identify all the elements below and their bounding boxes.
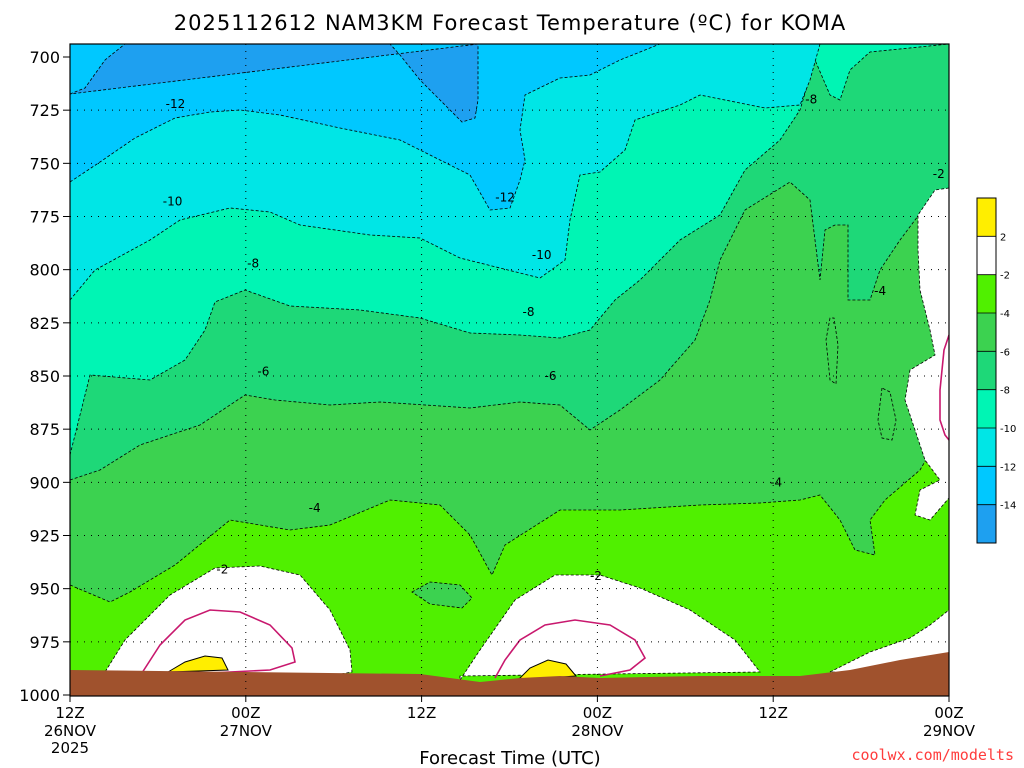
colorbar-label: -2	[1000, 271, 1010, 282]
contour-label: -6	[257, 365, 269, 379]
contour-label: -4	[874, 284, 886, 298]
x-tick-date-0: 26NOV	[44, 722, 97, 740]
colorbar-label: 2	[1000, 232, 1006, 243]
colorbar-swatch	[977, 389, 996, 428]
credit-text: coolwx.com/modelts	[851, 746, 1014, 764]
x-axis-title: Forecast Time (UTC)	[419, 748, 600, 768]
colorbar: 2 -2 -4 -6 -8 -10 -12 -14	[976, 197, 1016, 544]
colorbar-swatch	[977, 198, 996, 237]
zero-contour-left	[139, 609, 296, 677]
contour-labels: -12 -10 -12 -10 -8 -8 -8 -6 -6 -4 -4 -4 -2 -2 -2	[163, 93, 945, 583]
x-tick-label-36: 00Z	[583, 704, 612, 722]
contour-label: -2	[590, 569, 602, 583]
band-zero-left	[167, 655, 229, 673]
x-tick-label-60: 00Z	[934, 704, 963, 722]
contour-minus4-loop-right	[877, 387, 897, 441]
contour-label: -8	[805, 93, 817, 107]
y-tick-label-850: 850	[29, 367, 60, 386]
x-tick-label-48: 12Z	[759, 704, 788, 722]
colorbar-frame	[976, 197, 997, 544]
y-tick-label-825: 825	[29, 314, 60, 333]
colorbar-label: -8	[1000, 386, 1010, 397]
x-tick-date-60: 29NOV	[923, 722, 976, 740]
y-tick-label-950: 950	[29, 580, 60, 599]
y-tick-label-775: 775	[29, 208, 60, 227]
terrain	[70, 652, 949, 696]
colorbar-label: -10	[1000, 424, 1016, 435]
contour-label: -8	[247, 256, 259, 270]
colorbar-swatch	[977, 274, 996, 313]
y-tick-label-1000: 1000	[19, 686, 60, 705]
chart-title: 2025112612 NAM3KM Forecast Temperature (…	[174, 11, 846, 35]
contour-label: -2	[933, 167, 945, 181]
colorbar-swatch	[977, 236, 996, 275]
contour-label: -8	[523, 305, 535, 319]
y-axis-ticks: 700 725 750 775 800 825 850 875 900 925 950 975 1000	[19, 48, 70, 705]
colorbar-label: -14	[1000, 501, 1016, 512]
y-tick-label-800: 800	[29, 261, 60, 280]
band-minus2-right	[904, 187, 949, 521]
band-minus16	[70, 44, 479, 123]
contour-label: -10	[163, 195, 183, 209]
contour-label: -10	[532, 248, 552, 262]
colorbar-swatch	[977, 351, 996, 390]
colorbar-swatch	[977, 466, 996, 505]
y-tick-label-975: 975	[29, 633, 60, 652]
y-tick-label-900: 900	[29, 473, 60, 492]
year-label: 2025	[51, 739, 89, 757]
x-tick-label-24: 12Z	[407, 704, 436, 722]
x-tick-date-36: 28NOV	[571, 722, 624, 740]
band-minus14	[70, 44, 661, 211]
plot-area	[70, 44, 949, 696]
plot-frame	[69, 43, 950, 697]
contour-label: -4	[770, 475, 782, 489]
colorbar-swatch	[977, 504, 996, 543]
contour-label: -6	[545, 369, 557, 383]
contour-label: -4	[309, 501, 321, 515]
y-tick-label-875: 875	[29, 420, 60, 439]
contour-minus4-loop	[825, 317, 839, 385]
contour-label: -12	[495, 190, 515, 204]
contour-label: -2	[216, 563, 228, 577]
zero-contour-center	[494, 619, 647, 679]
contour-label: -12	[166, 97, 186, 111]
zero-contour-right	[939, 334, 949, 441]
colorbar-label: -12	[1000, 462, 1016, 473]
y-tick-label-725: 725	[29, 101, 60, 120]
y-tick-label-750: 750	[29, 154, 60, 173]
x-tick-date-12: 27NOV	[220, 722, 273, 740]
x-tick-label-0: 12Z	[55, 704, 84, 722]
x-tick-label-12: 00Z	[231, 704, 260, 722]
colorbar-swatch	[977, 313, 996, 352]
colorbar-label: -4	[1000, 309, 1010, 320]
y-tick-label-700: 700	[29, 48, 60, 67]
y-tick-label-925: 925	[29, 527, 60, 546]
colorbar-label: -6	[1000, 347, 1010, 358]
band-minus2-center	[459, 574, 761, 682]
colorbar-swatch	[977, 428, 996, 467]
